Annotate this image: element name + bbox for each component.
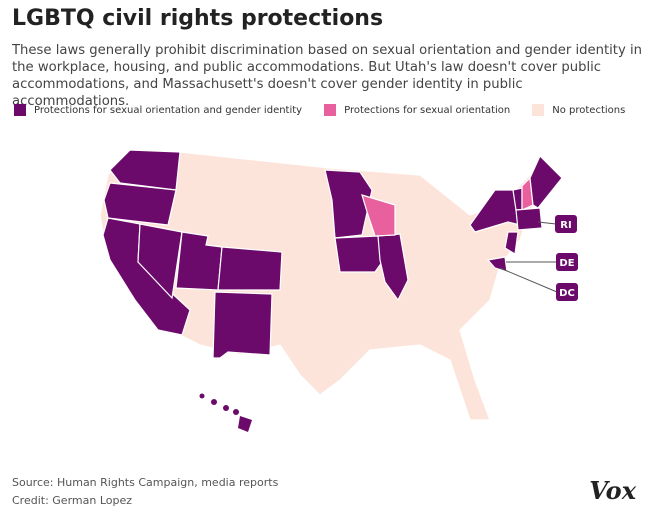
title: LGBTQ civil rights protections (12, 6, 384, 31)
legend-label: No protections (552, 104, 626, 116)
state (103, 182, 177, 226)
state (324, 169, 373, 239)
legend-swatch (14, 104, 26, 116)
source: Source: Human Rights Campaign, media rep… (12, 476, 279, 489)
legend: Protections for sexual orientation and g… (14, 104, 647, 116)
state (334, 235, 386, 273)
state (217, 246, 283, 291)
map: RI DE DC (99, 149, 578, 432)
state (529, 154, 563, 209)
callout-box (556, 253, 578, 271)
callouts: RI DE DC (499, 215, 578, 301)
credit: Credit: German Lopez (12, 494, 133, 507)
callout-label: RI (560, 220, 571, 231)
callout-line (537, 221, 557, 225)
subtitle: These laws generally prohibit discrimina… (12, 43, 642, 109)
legend-swatch (324, 104, 337, 116)
legend-swatch (532, 104, 545, 116)
legend-label: Protections for sexual orientation (344, 104, 511, 116)
legend-item: Protections for sexual orientation and g… (14, 104, 302, 116)
state (377, 233, 409, 302)
state (212, 291, 273, 359)
hawaii (199, 393, 252, 432)
state (515, 207, 543, 231)
callout-box (555, 215, 577, 233)
us-base (99, 149, 561, 421)
callout-label: DC (559, 288, 575, 299)
state (361, 194, 396, 237)
state (137, 223, 183, 300)
legend-label: Protections for sexual orientation and g… (34, 104, 303, 116)
logo: Vox (589, 476, 636, 505)
state (504, 231, 519, 255)
legend-item: No protections (532, 104, 625, 116)
callout-line (499, 267, 558, 293)
state (486, 256, 508, 273)
callout-box (556, 283, 578, 301)
legend-item: Protections for sexual orientation (324, 104, 510, 116)
callout-label: DE (559, 258, 574, 269)
